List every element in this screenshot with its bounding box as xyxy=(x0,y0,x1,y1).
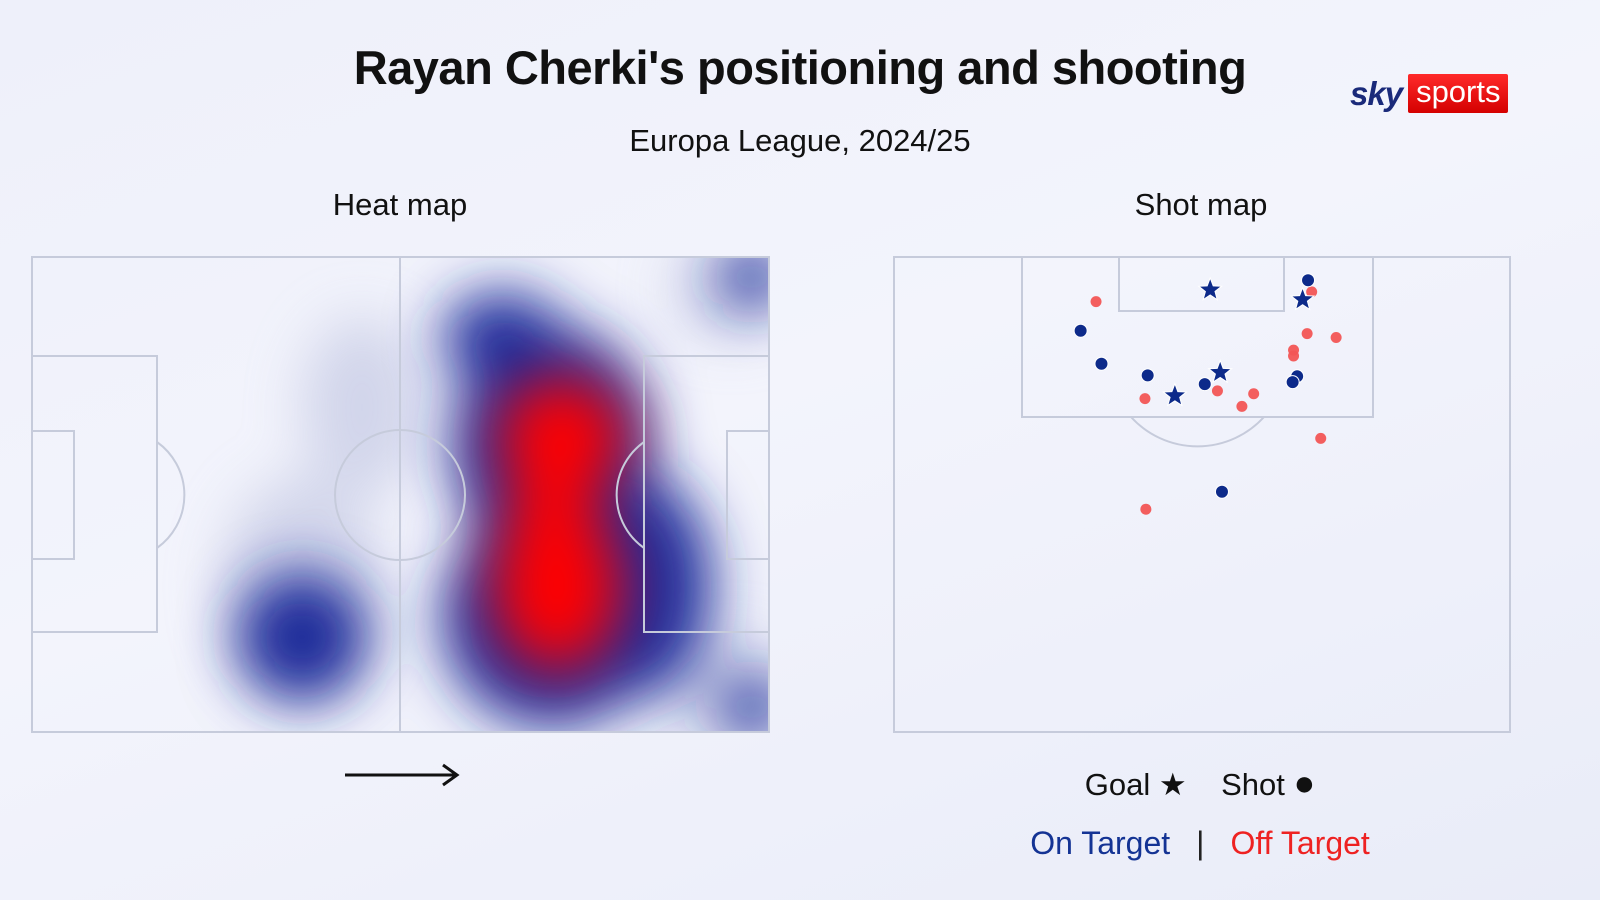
on-target-shot xyxy=(1301,273,1316,288)
off-target-shot xyxy=(1288,350,1300,362)
star-icon: ★ xyxy=(1158,767,1187,802)
heat-map-label: Heat map xyxy=(332,187,468,222)
chart-subtitle: Europa League, 2024/25 xyxy=(629,123,971,158)
off-target-shot xyxy=(1236,400,1248,412)
legend-off-target: Off Target xyxy=(1230,825,1370,861)
off-target-shot xyxy=(1301,328,1313,340)
circle-icon: ● xyxy=(1293,762,1316,803)
on-target-shot xyxy=(1214,484,1229,499)
chart-title: Rayan Cherki's positioning and shooting xyxy=(0,40,1600,95)
sky-sports-logo: sky sports xyxy=(1350,74,1509,113)
off-target-shot xyxy=(1140,503,1152,515)
legend-shapes: Goal ★ Shot ● xyxy=(1000,762,1400,804)
heat-red-layer xyxy=(492,377,627,672)
off-target-shot xyxy=(1330,332,1342,344)
legend-separator: | xyxy=(1196,825,1205,861)
off-target-shot xyxy=(1090,296,1102,308)
legend-on-target: On Target xyxy=(1030,825,1171,861)
logo-sports: sports xyxy=(1408,74,1509,113)
legend-colors: On Target | Off Target xyxy=(960,825,1440,862)
on-target-shot xyxy=(1073,323,1088,338)
pitch-markings xyxy=(893,256,1511,733)
title-text: Rayan Cherki's positioning and shooting xyxy=(353,41,1247,94)
heat-map xyxy=(31,256,770,733)
direction-arrow-icon xyxy=(345,763,460,787)
legend-goal-label: Goal xyxy=(1084,767,1151,802)
goal-star xyxy=(1207,358,1233,384)
off-target-shot xyxy=(1315,432,1327,444)
on-target-shot xyxy=(1094,356,1109,371)
on-target-shot xyxy=(1285,375,1300,390)
shot-map-label: Shot map xyxy=(1134,187,1268,222)
off-target-shot xyxy=(1248,388,1260,400)
goal-star xyxy=(1289,286,1316,311)
on-target-shot xyxy=(1140,368,1155,383)
goal-star xyxy=(1197,276,1223,301)
goal-star xyxy=(1162,382,1188,407)
legend-shot-label: Shot xyxy=(1221,767,1285,802)
off-target-shot xyxy=(1306,286,1318,298)
off-target-shot xyxy=(1211,385,1223,397)
logo-sky: sky xyxy=(1350,74,1403,112)
off-target-shot xyxy=(1139,393,1151,405)
shot-map xyxy=(893,256,1511,733)
pitch-markings xyxy=(31,256,770,733)
on-target-shot xyxy=(1197,377,1212,392)
